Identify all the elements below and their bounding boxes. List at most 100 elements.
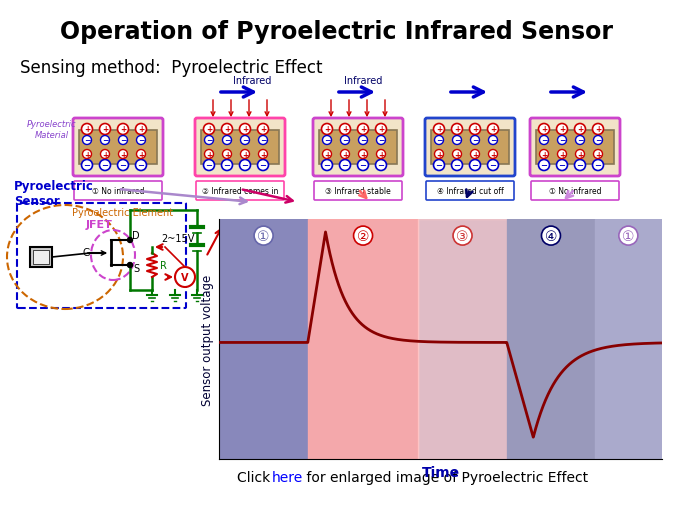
Text: −: − [324,136,330,145]
Circle shape [240,124,250,135]
Text: +: + [138,150,144,159]
Text: −: − [360,136,366,145]
Text: +: + [577,125,583,134]
Text: here: here [272,470,303,484]
Text: −: − [489,161,497,170]
Text: +: + [324,125,330,134]
Circle shape [240,160,250,171]
Circle shape [556,160,568,171]
Text: −: − [242,136,248,145]
Text: −: − [138,161,144,170]
Text: +: + [242,125,248,134]
Text: ④: ④ [545,229,558,243]
Text: +: + [490,150,496,159]
FancyBboxPatch shape [196,182,284,200]
Circle shape [452,124,462,135]
Text: +: + [541,125,547,134]
Text: −: − [472,161,479,170]
Circle shape [593,136,603,145]
Text: −: − [223,161,230,170]
Circle shape [101,150,109,159]
Bar [507,220,595,460]
Circle shape [470,136,479,145]
Text: +: + [360,125,366,134]
Circle shape [259,150,267,159]
Text: −: − [342,161,348,170]
Text: −: − [102,136,108,145]
Text: −: − [84,161,90,170]
Circle shape [117,124,128,135]
Circle shape [259,136,267,145]
Circle shape [257,160,269,171]
Text: D: D [132,231,140,240]
Circle shape [375,160,387,171]
Circle shape [593,124,603,135]
FancyBboxPatch shape [425,119,515,177]
Circle shape [539,124,549,135]
Circle shape [593,160,603,171]
Text: −: − [138,136,144,145]
Text: +: + [360,150,366,159]
Text: 2~15V: 2~15V [161,233,194,243]
Circle shape [574,124,585,135]
Circle shape [257,124,269,135]
Circle shape [119,136,128,145]
Text: −: − [377,161,385,170]
Bar [595,220,662,460]
Circle shape [240,136,250,145]
Text: +: + [378,125,384,134]
Circle shape [175,268,195,287]
Text: +: + [595,150,601,159]
Circle shape [117,160,128,171]
Circle shape [574,160,585,171]
Circle shape [576,136,585,145]
Circle shape [340,124,350,135]
Circle shape [203,124,215,135]
Text: ① No infrared: ① No infrared [92,186,144,195]
Bar [201,131,279,165]
Circle shape [340,150,350,159]
Text: Click: Click [237,470,275,484]
Text: −: − [454,161,460,170]
Text: −: − [101,161,109,170]
Text: +: + [595,125,601,134]
Circle shape [128,263,132,268]
Circle shape [136,150,146,159]
Text: −: − [576,161,583,170]
Text: −: − [342,136,348,145]
Text: +: + [436,150,442,159]
Circle shape [539,136,549,145]
Circle shape [119,150,128,159]
Bar [219,220,308,460]
FancyBboxPatch shape [74,182,162,200]
Circle shape [99,124,111,135]
Text: −: − [490,136,496,145]
Text: −: − [541,136,547,145]
Text: Pyroelectric
Sensor: Pyroelectric Sensor [14,180,94,208]
Circle shape [487,160,499,171]
Text: +: + [559,150,565,159]
Text: +: + [102,150,108,159]
Text: −: − [472,136,478,145]
Bar [79,131,157,165]
Text: −: − [205,161,213,170]
Circle shape [452,150,462,159]
Circle shape [539,160,549,171]
Circle shape [435,136,443,145]
Bar [30,247,52,268]
Circle shape [82,124,92,135]
Bar [308,220,418,460]
Circle shape [452,136,462,145]
X-axis label: Time: Time [421,465,460,479]
Text: −: − [595,161,601,170]
Text: +: + [120,150,126,159]
Text: G: G [82,247,90,258]
FancyBboxPatch shape [73,119,163,177]
FancyBboxPatch shape [313,119,403,177]
Circle shape [101,136,109,145]
Circle shape [203,160,215,171]
Text: −: − [454,136,460,145]
Text: −: − [323,161,331,170]
Text: +: + [577,150,583,159]
Y-axis label: Sensor output voltage: Sensor output voltage [201,274,214,405]
